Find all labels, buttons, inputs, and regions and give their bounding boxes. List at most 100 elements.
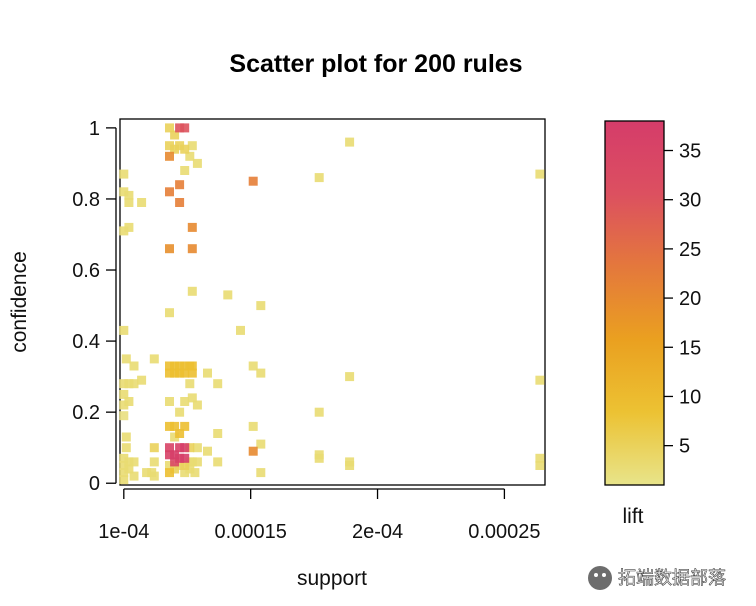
data-point <box>129 379 139 389</box>
data-point <box>170 421 180 431</box>
data-point <box>170 450 180 460</box>
data-point <box>170 144 180 154</box>
data-point <box>119 411 129 421</box>
data-point <box>175 180 185 190</box>
data-point <box>165 461 174 470</box>
data-point <box>149 354 159 364</box>
data-point <box>129 361 139 371</box>
data-point <box>119 453 129 463</box>
lift-colorbar <box>604 120 665 486</box>
y-tick-label: 1 <box>89 118 100 140</box>
data-point <box>149 457 159 467</box>
data-point <box>165 450 174 460</box>
data-point <box>345 461 355 470</box>
data-point <box>192 400 202 410</box>
data-point <box>124 190 134 200</box>
data-point <box>190 468 200 478</box>
data-point <box>535 453 545 463</box>
data-point <box>165 141 174 151</box>
data-point <box>314 407 324 417</box>
data-point <box>203 446 212 456</box>
data-point <box>180 397 190 406</box>
data-point <box>165 368 174 378</box>
data-point <box>170 130 180 140</box>
data-point <box>175 141 185 151</box>
data-point <box>248 446 258 456</box>
wechat-icon-eye-right <box>602 573 606 577</box>
data-point <box>149 443 159 453</box>
data-point <box>119 468 129 478</box>
data-point <box>124 457 134 467</box>
data-point <box>124 379 134 389</box>
y-tick-label: 0.6 <box>72 260 100 282</box>
data-point <box>248 421 258 431</box>
chart-title: Scatter plot for 200 rules <box>229 50 522 78</box>
data-point <box>185 151 195 161</box>
y-tick-label: 0.4 <box>72 331 100 353</box>
y-tick-label: 0.8 <box>72 189 100 211</box>
data-point <box>213 379 223 389</box>
x-tick-label: 1e-04 <box>98 521 149 543</box>
data-point <box>119 325 129 335</box>
data-point <box>314 173 324 183</box>
colorbar-tick-label: 25 <box>679 239 701 261</box>
data-point <box>180 361 190 371</box>
data-point <box>129 457 139 467</box>
data-point <box>185 443 195 453</box>
data-point <box>256 439 266 449</box>
data-point <box>192 158 202 168</box>
data-point <box>187 222 197 232</box>
data-point <box>121 354 131 364</box>
data-point <box>170 457 180 467</box>
data-point <box>535 169 545 179</box>
data-point <box>187 368 197 378</box>
colorbar-tick-label: 35 <box>679 141 701 163</box>
data-point <box>180 461 190 470</box>
data-point <box>180 166 190 175</box>
data-point <box>165 187 174 197</box>
x-tick-label: 0.00025 <box>468 521 540 543</box>
data-point <box>170 368 180 378</box>
x-tick-label: 0.00015 <box>215 521 287 543</box>
watermark: 拓端数据部落 <box>588 566 726 590</box>
data-point <box>248 176 258 186</box>
data-point <box>213 457 223 467</box>
data-point <box>175 198 185 207</box>
data-point <box>175 123 185 133</box>
data-point <box>165 397 174 406</box>
data-point <box>535 461 545 470</box>
data-point <box>119 400 129 410</box>
data-point <box>129 471 139 481</box>
data-point <box>165 244 174 254</box>
wechat-icon <box>588 566 612 590</box>
data-point <box>121 432 131 442</box>
data-point <box>170 464 180 474</box>
data-point <box>119 389 129 399</box>
y-axis: 0 0.2 0.4 0.6 0.8 1 <box>72 118 117 495</box>
data-point <box>180 421 190 431</box>
watermark-text: 拓端数据部落 <box>618 568 726 589</box>
data-point <box>149 471 159 481</box>
legend-label: lift <box>623 505 644 528</box>
data-point <box>187 141 197 151</box>
data-point <box>165 468 174 478</box>
y-tick-label: 0.2 <box>72 402 100 424</box>
data-point <box>124 198 134 207</box>
data-point <box>119 226 129 236</box>
plot-frame <box>119 118 546 486</box>
data-point <box>185 464 195 474</box>
colorbar-tick-label: 10 <box>679 386 701 408</box>
data-point <box>223 290 233 300</box>
data-point <box>180 443 190 453</box>
data-point <box>165 308 174 318</box>
data-point <box>142 468 152 478</box>
data-point <box>180 368 190 378</box>
data-point <box>124 397 134 406</box>
points-layer <box>119 123 545 485</box>
data-point <box>256 301 266 311</box>
data-point <box>180 144 190 154</box>
data-point <box>180 468 190 478</box>
y-axis-label: confidence <box>8 251 31 353</box>
data-point <box>124 222 134 232</box>
data-point <box>119 187 129 197</box>
